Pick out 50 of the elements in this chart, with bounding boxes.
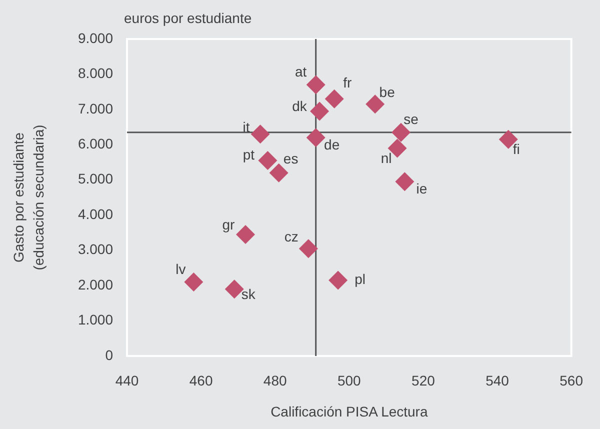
point [328,270,348,290]
x-tick-label: 460 [189,372,213,388]
annotation: fi [512,141,520,158]
point [324,89,344,108]
y-tick-label: 3.000 [78,241,114,258]
x-tick-label: 500 [337,372,362,388]
x-axis-title: Calificación PISA Lectura [270,403,428,420]
point [250,124,270,144]
annotation: sk [241,286,256,302]
annotation: dk [292,98,308,114]
point [306,128,326,148]
point [298,239,318,258]
y-tick-label: 0 [105,346,114,363]
x-tick-label: 480 [263,372,287,388]
annotation: fr [343,74,352,91]
annotation: gr [222,216,236,232]
x-tick-label: 560 [560,372,584,388]
y-tick-label: 1.000 [78,312,114,328]
point [306,75,326,94]
point [236,224,255,244]
y-tick-label: 9.000 [78,30,114,46]
y-tick-label: 5.000 [78,170,114,187]
annotation: pt [242,146,255,162]
y-tick-label: 4.000 [78,206,114,222]
annotation: es [283,150,298,167]
annotation: cz [284,228,298,244]
annotation: se [404,111,419,128]
y-tick-label: 8.000 [78,65,114,82]
x-tick-label: 520 [412,372,436,388]
annotation: de [324,136,340,152]
y-tick-label: 6.000 [78,136,114,152]
annotation: ie [416,180,428,197]
x-tick-label: 440 [115,372,139,388]
annotation: at [294,64,307,80]
point [392,122,410,142]
y-axis-title: Gasto por estudiante (educación secundaria) [10,124,46,270]
point [258,151,278,170]
text: euros por estudiante [124,10,252,26]
point [184,272,204,292]
annotation: be [379,84,396,100]
annotation: nl [380,150,392,166]
x-tick-label: 540 [486,372,510,388]
y-tick-label: 2.000 [78,276,114,292]
annotation: pl [354,271,366,288]
point [269,163,288,182]
annotation: it [242,118,250,135]
y-tick-label: 7.000 [78,100,114,116]
point [310,102,330,121]
point [395,172,414,192]
annotation: lv [176,260,186,277]
